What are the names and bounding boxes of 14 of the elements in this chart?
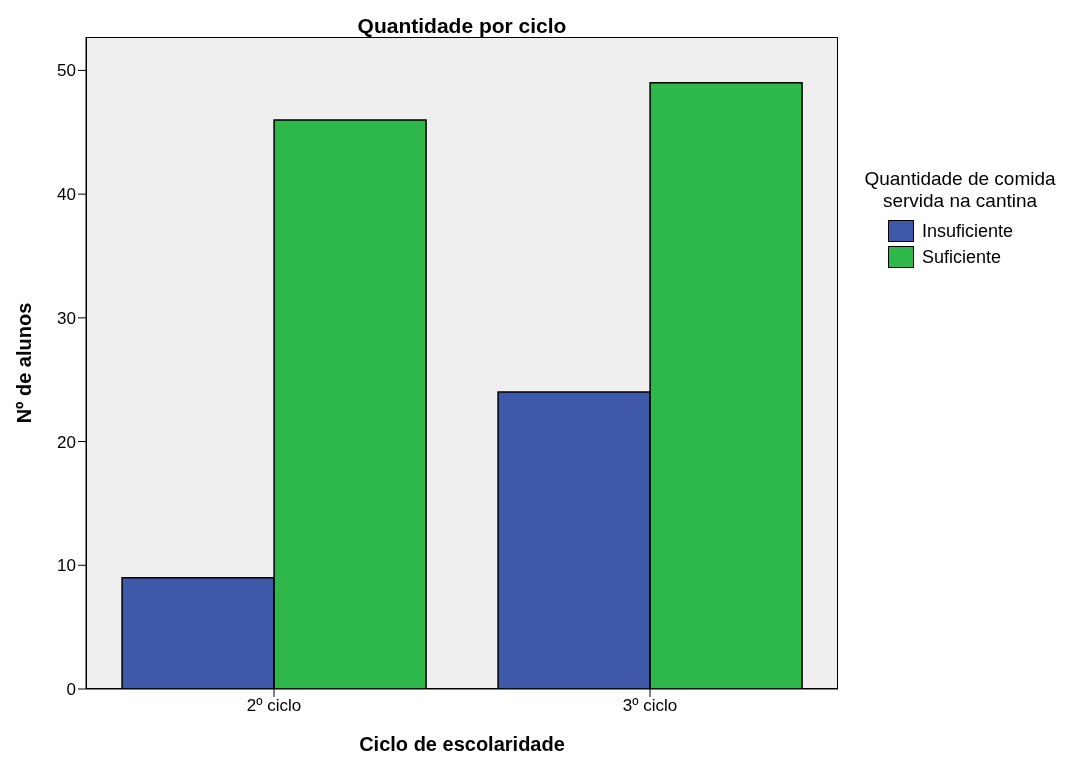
y-tick-label: 10 [57,556,76,576]
x-axis-title: Ciclo de escolaridade [358,733,566,756]
y-axis-title: Nº de alunos [12,302,36,424]
y-tick-label: 40 [57,185,76,205]
legend-label: Insuficiente [922,220,1014,242]
x-tick-label: 2º ciclo [246,696,302,716]
y-tick-label: 30 [57,308,76,328]
y-tick-label: 50 [57,61,76,81]
y-tick-label: 0 [66,680,76,700]
legend-title: Quantidade de comida servida na cantina [863,168,1057,212]
chart-title: Quantidade por ciclo [356,14,568,38]
y-tick-label: 20 [57,432,76,452]
x-tick-label: 3º ciclo [622,696,678,716]
legend-label: Suficiente [922,246,1002,268]
